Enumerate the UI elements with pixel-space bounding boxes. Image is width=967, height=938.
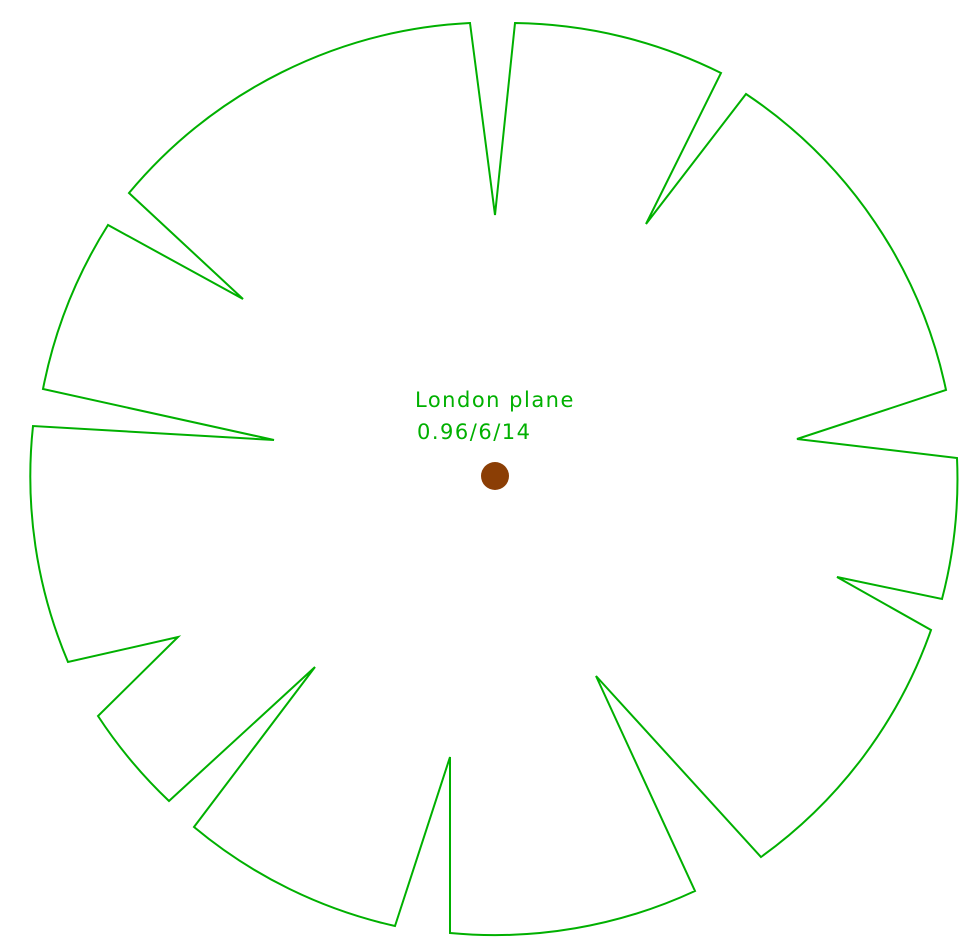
tree-species-label: London plane	[415, 388, 575, 412]
tree-dimensions-label: 0.96/6/14	[417, 420, 532, 444]
tree-crown-outline	[29, 21, 959, 937]
trunk-dot-icon	[481, 462, 509, 490]
